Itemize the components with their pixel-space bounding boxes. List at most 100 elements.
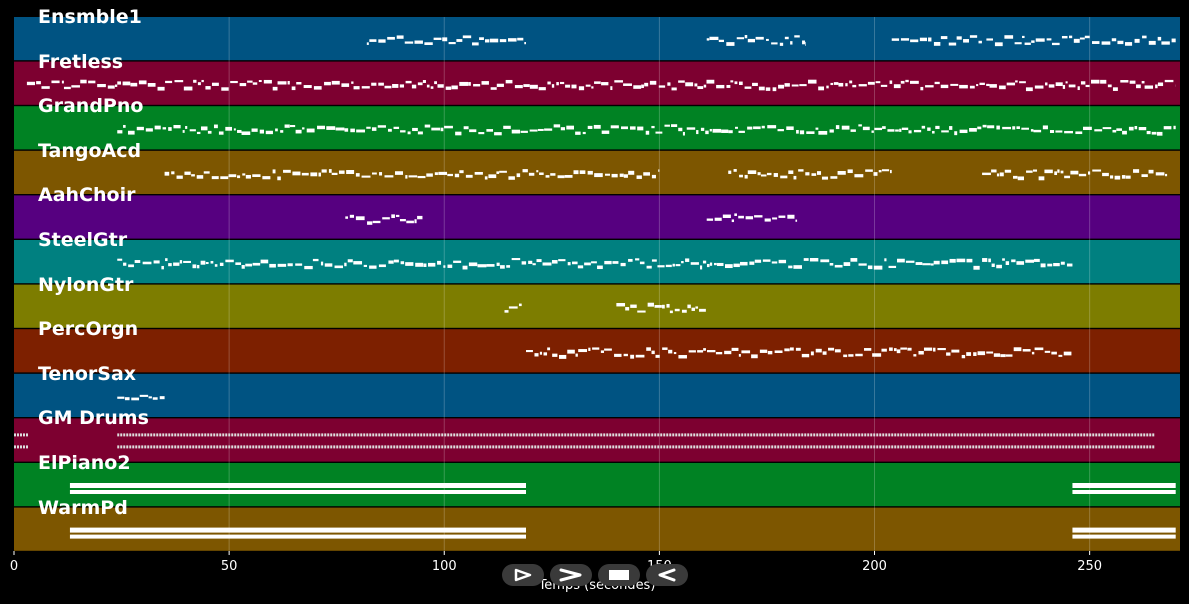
drum-notes [117, 433, 1155, 449]
drum-note [564, 433, 567, 437]
drum-note [903, 433, 906, 437]
note [881, 348, 887, 352]
drum-note [375, 445, 378, 449]
drum-note [249, 433, 252, 437]
note [239, 83, 247, 87]
drum-note [747, 433, 750, 437]
drum-note [801, 433, 804, 437]
drum-note [300, 433, 303, 437]
note [1164, 79, 1174, 83]
play-button[interactable] [502, 564, 544, 586]
note [828, 347, 835, 351]
rewind-icon [658, 568, 676, 582]
note [778, 259, 787, 264]
drum-note [993, 433, 996, 437]
note [122, 81, 131, 86]
note [854, 174, 864, 178]
drum-note [288, 445, 291, 449]
note [847, 169, 853, 174]
drum-note [690, 445, 693, 449]
note [578, 86, 585, 91]
drum-note [150, 433, 153, 437]
note [242, 173, 246, 176]
drum-note [861, 433, 864, 437]
drum-note [741, 445, 744, 449]
note [165, 258, 168, 262]
forward-button[interactable] [550, 564, 592, 586]
note [395, 171, 404, 175]
drum-note [816, 433, 819, 437]
drum-note [1152, 445, 1155, 449]
drum-note [807, 445, 810, 449]
note [798, 169, 804, 172]
drum-note [510, 433, 513, 437]
note [772, 87, 777, 92]
drum-note [870, 445, 873, 449]
note [738, 130, 745, 133]
note [664, 124, 670, 127]
drum-note [372, 433, 375, 437]
drum-note [285, 433, 288, 437]
note [925, 85, 934, 88]
drum-note [873, 433, 876, 437]
drum-note [768, 445, 771, 449]
note [296, 81, 302, 85]
note [400, 130, 406, 133]
note [920, 86, 924, 91]
note [918, 350, 924, 355]
note [543, 352, 548, 356]
drum-note [318, 433, 321, 437]
drum-note [606, 433, 609, 437]
note [747, 126, 753, 130]
track-label: PercOrgn [38, 318, 139, 341]
note [604, 260, 612, 265]
note-block [1072, 527, 1176, 533]
note [139, 394, 149, 397]
note [218, 131, 224, 135]
drum-note [141, 445, 144, 449]
note [895, 129, 899, 132]
note [395, 214, 400, 217]
note [447, 173, 453, 177]
drum-note [804, 445, 807, 449]
rewind-button[interactable] [646, 564, 688, 586]
drum-note [561, 433, 564, 437]
drum-note [753, 445, 756, 449]
note [1022, 349, 1031, 352]
note [758, 86, 765, 91]
note [241, 131, 251, 135]
note [1111, 38, 1117, 42]
drum-note [1101, 433, 1104, 437]
stop-button[interactable] [598, 564, 640, 586]
note [833, 82, 839, 85]
note [848, 354, 854, 357]
drum-note [780, 445, 783, 449]
drum-note [891, 445, 894, 449]
drum-note [561, 445, 564, 449]
drum-note [1149, 433, 1152, 437]
note [829, 263, 834, 266]
note [759, 349, 768, 353]
drum-note [618, 433, 621, 437]
drum-note [702, 433, 705, 437]
note [655, 354, 660, 358]
drum-note [525, 445, 528, 449]
note [162, 127, 167, 130]
note [154, 125, 161, 130]
note [481, 81, 489, 85]
note [384, 85, 392, 89]
note [621, 126, 628, 130]
drum-note [183, 445, 186, 449]
drum-note [927, 433, 930, 437]
note [686, 127, 696, 130]
drum-note [198, 445, 201, 449]
note [412, 127, 418, 132]
drum-note [441, 433, 444, 437]
drum-note [483, 433, 486, 437]
note [462, 35, 472, 39]
drum-note [1101, 445, 1104, 449]
note [544, 128, 553, 131]
drum-note [1080, 445, 1083, 449]
note [982, 124, 987, 128]
note [691, 307, 695, 311]
